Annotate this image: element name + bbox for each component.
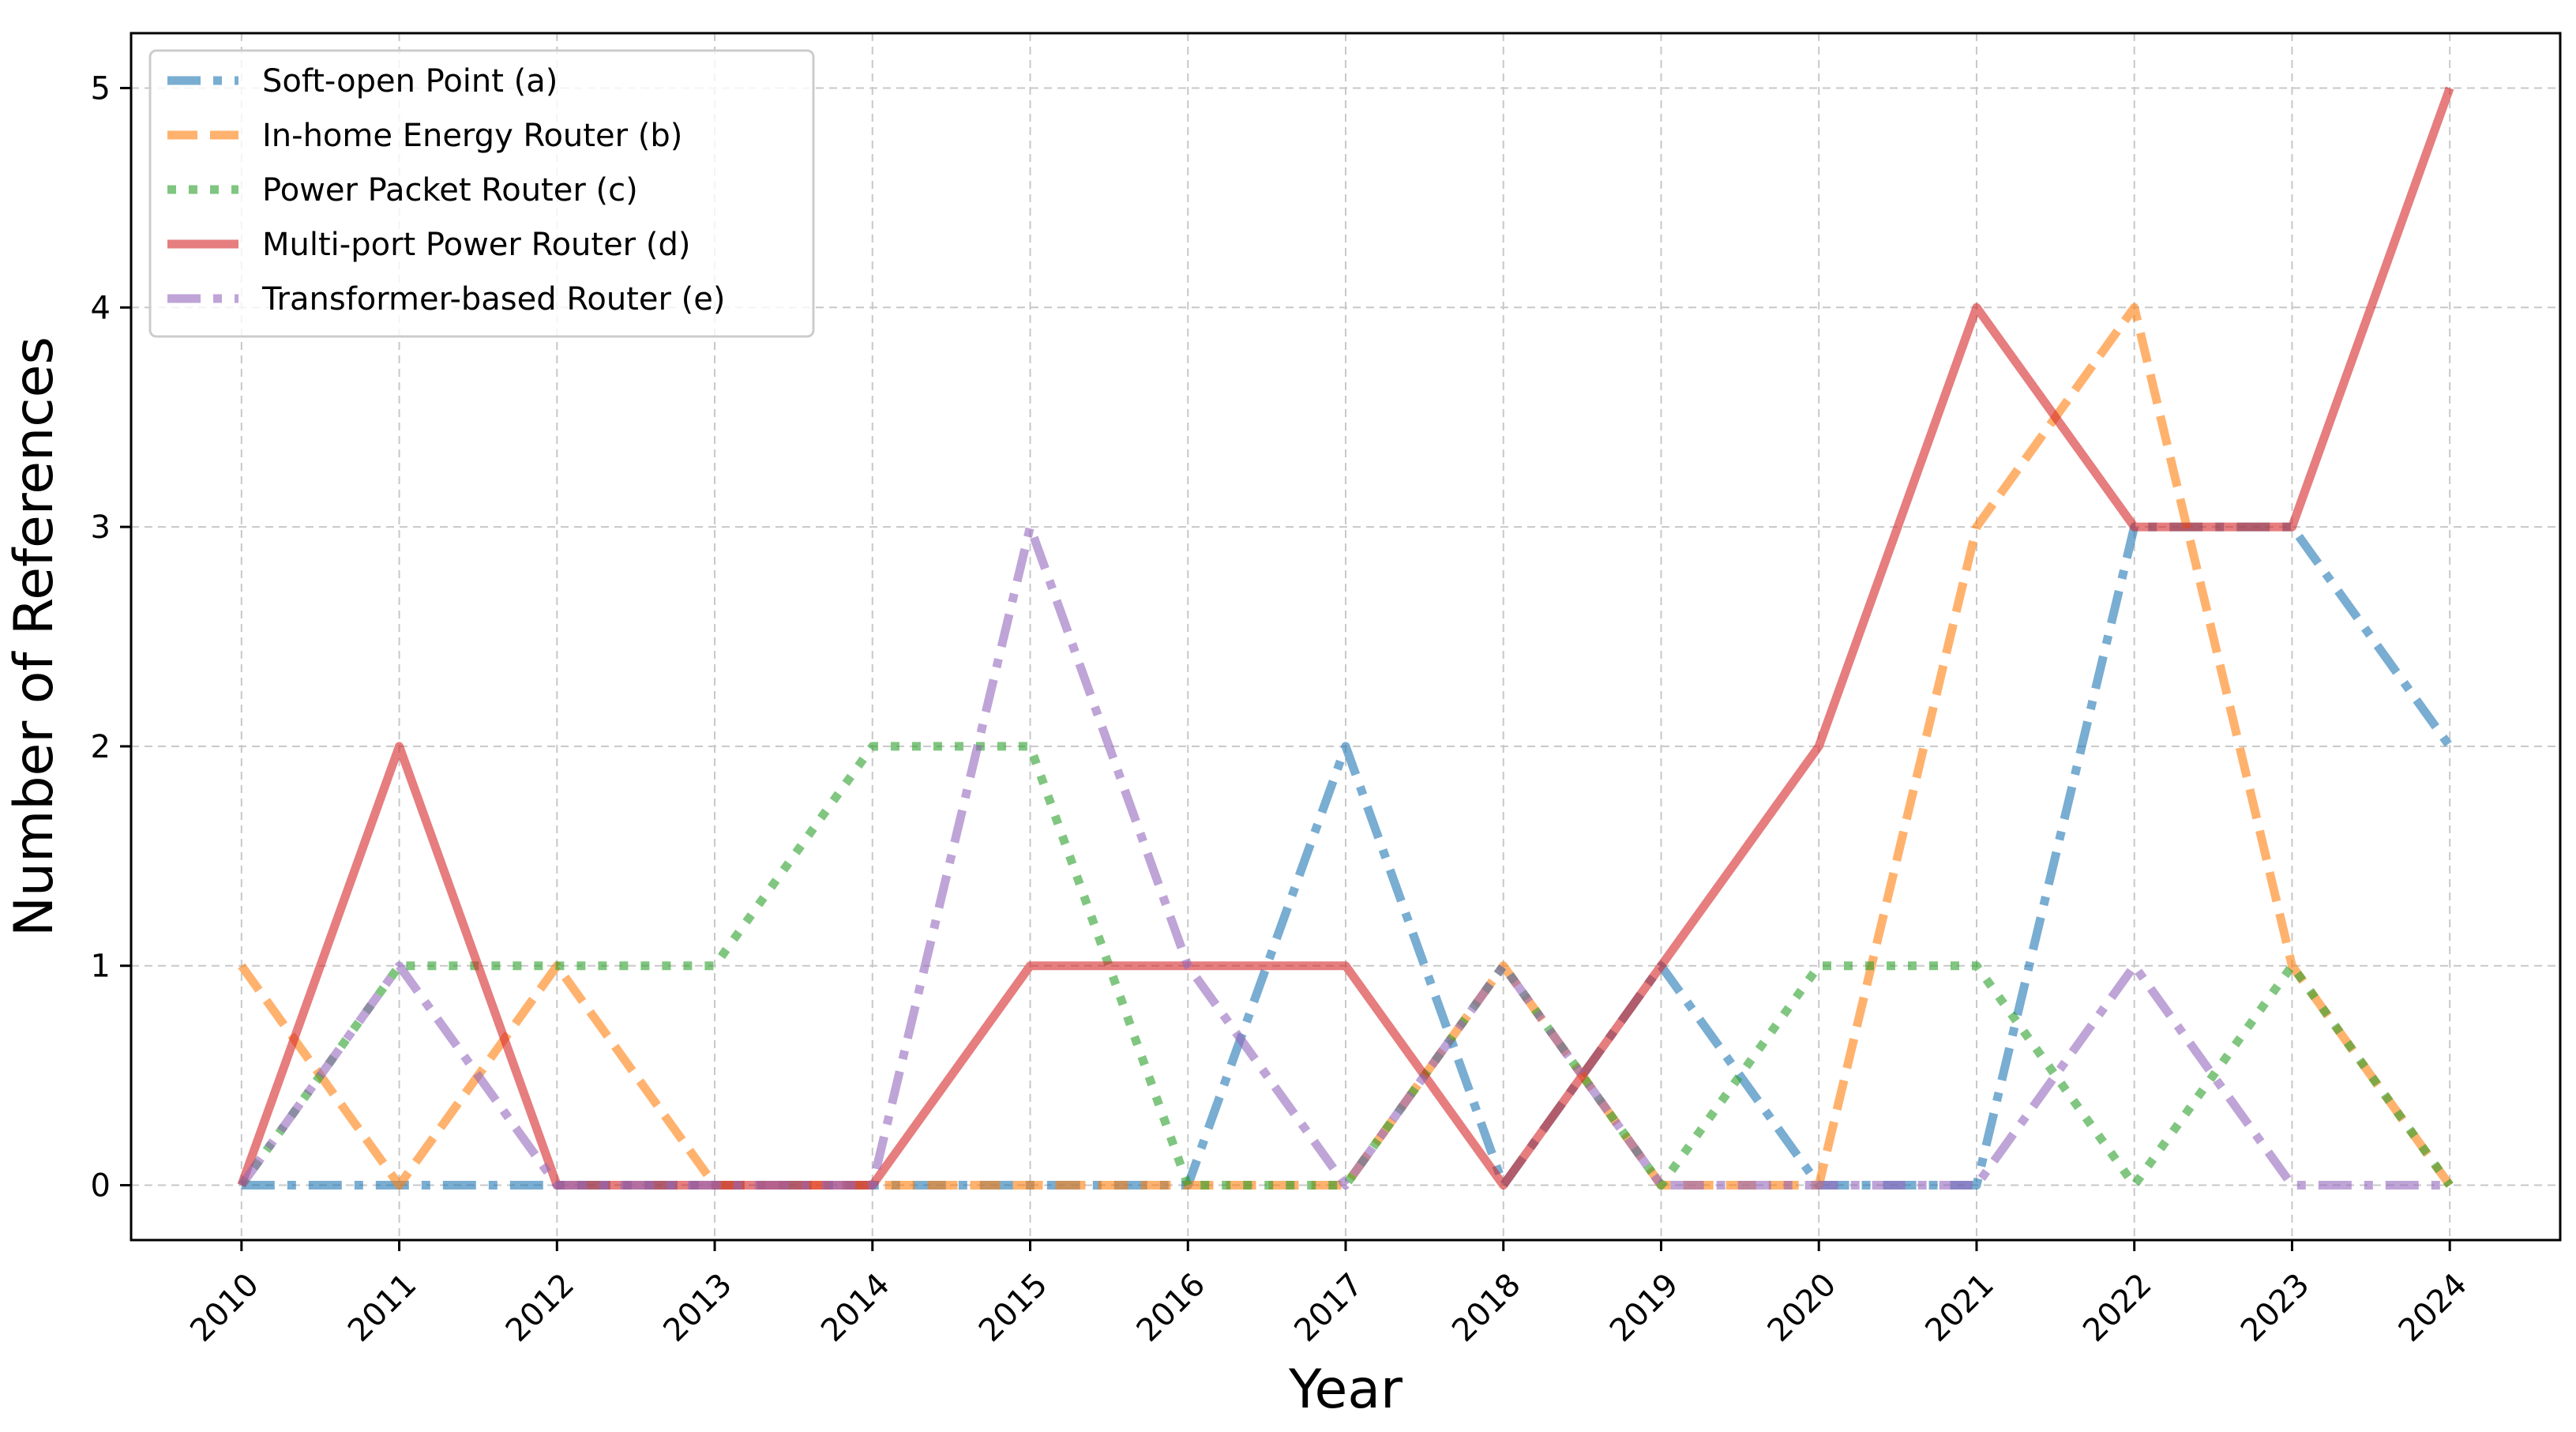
y-tick-label: 1 xyxy=(91,949,111,985)
x-tick-label: 2017 xyxy=(1287,1266,1370,1349)
x-tick-label: 2024 xyxy=(2392,1266,2475,1349)
y-tick-label: 2 xyxy=(91,729,111,765)
x-tick-label: 2013 xyxy=(656,1266,739,1349)
y-tick-label: 3 xyxy=(91,509,111,546)
series-line xyxy=(237,86,2454,1190)
x-axis-label: Year xyxy=(1288,1359,1403,1421)
x-tick-label: 2022 xyxy=(2076,1266,2159,1349)
y-axis-label: Number of References xyxy=(3,336,66,937)
x-tick-label: 2023 xyxy=(2234,1266,2317,1349)
x-tick-label: 2010 xyxy=(183,1266,266,1349)
legend-label: Power Packet Router (c) xyxy=(262,172,638,209)
x-tick-label: 2021 xyxy=(1918,1266,2001,1349)
x-tick-label: 2019 xyxy=(1603,1266,1686,1349)
series-line xyxy=(238,303,2454,1190)
legend-label: Transformer-based Router (e) xyxy=(261,281,725,318)
series-line xyxy=(238,522,2450,1190)
x-tick-label: 2011 xyxy=(341,1266,424,1349)
x-tick-label: 2015 xyxy=(972,1266,1055,1349)
y-tick-label: 0 xyxy=(91,1168,111,1205)
series-lines xyxy=(237,86,2454,1190)
y-tick-label: 4 xyxy=(91,290,111,326)
x-tick-label: 2016 xyxy=(1130,1266,1213,1349)
x-tick-label: 2012 xyxy=(499,1266,582,1349)
legend-label: In-home Energy Router (b) xyxy=(262,118,682,154)
x-tick-label: 2014 xyxy=(814,1266,897,1349)
x-tick-label: 2020 xyxy=(1761,1266,1844,1349)
legend-label: Multi-port Power Router (d) xyxy=(262,227,690,263)
legend-box xyxy=(148,49,815,338)
x-tick-label: 2018 xyxy=(1445,1266,1528,1349)
legend-label: Soft-open Point (a) xyxy=(262,63,558,100)
y-tick-label: 5 xyxy=(91,70,111,107)
legend: Soft-open Point (a) In-home Energy Router… xyxy=(148,49,815,338)
